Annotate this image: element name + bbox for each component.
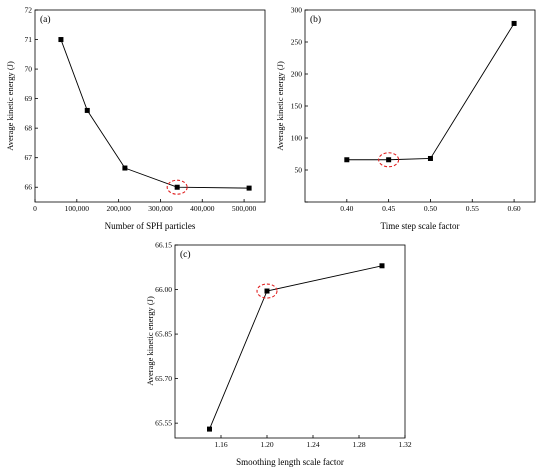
x-tick-label: 100,000 <box>65 204 90 213</box>
y-axis-label: Average kinetic energy (J) <box>5 61 15 151</box>
data-point <box>207 426 212 432</box>
x-tick-label: 0.60 <box>508 204 521 213</box>
panel-tag: (c) <box>180 249 191 260</box>
x-tick-label: 200,000 <box>106 204 131 213</box>
highlight-circle <box>256 283 278 299</box>
y-tick-label: 100 <box>291 134 303 143</box>
x-ticks: 0.40 0.45 0.50 0.55 0.60 <box>340 199 521 213</box>
y-axis-label: Average kinetic energy (J) <box>145 296 155 386</box>
x-tick-label: 0 <box>33 204 37 213</box>
x-tick-label: 1.20 <box>260 440 273 449</box>
plot-frame <box>174 244 406 439</box>
panel-tag: (a) <box>40 14 51 25</box>
x-tick-label: 1.24 <box>306 440 319 449</box>
x-axis-label: Time step scale factor <box>381 221 460 231</box>
plot-frame <box>304 9 536 203</box>
series-line <box>60 39 250 189</box>
y-tick-label: 50 <box>295 166 303 175</box>
data-point <box>174 184 180 190</box>
data-point <box>264 288 270 294</box>
y-tick-label: 66.00 <box>155 285 172 294</box>
series <box>344 20 517 168</box>
x-tick-label: 0.45 <box>382 204 395 213</box>
y-tick-label: 200 <box>291 70 303 79</box>
x-ticks: 0 100,000 200,000 300,000 400,000 500,000 <box>33 199 257 213</box>
data-point <box>84 107 90 113</box>
panel-b: (b) Time step scale factor Average kinet… <box>275 6 536 231</box>
y-tick-label: 67 <box>25 153 33 162</box>
y-tick-label: 66.15 <box>155 241 172 250</box>
x-tick-label: 1.32 <box>398 440 411 449</box>
series-line <box>209 265 383 430</box>
highlight-circle <box>378 152 400 168</box>
y-ticks: 65.55 65.70 65.85 66.00 66.15 <box>155 241 178 428</box>
x-tick-label: 500,000 <box>232 204 257 213</box>
x-tick-label: 0.55 <box>466 204 479 213</box>
y-tick-label: 72 <box>25 6 33 15</box>
y-tick-label: 71 <box>25 35 33 44</box>
y-tick-label: 250 <box>291 38 303 47</box>
y-tick-label: 65.55 <box>155 419 172 428</box>
y-tick-label: 70 <box>25 65 33 74</box>
highlight-circle <box>166 179 188 195</box>
x-tick-label: 300,000 <box>148 204 173 213</box>
data-point <box>379 263 385 269</box>
y-axis-label: Average kinetic energy (J) <box>275 61 285 151</box>
data-point <box>386 157 392 163</box>
y-tick-label: 300 <box>291 6 303 15</box>
x-tick-label: 400,000 <box>190 204 215 213</box>
panel-a: (a) Number of SPH particles Average kine… <box>5 6 266 231</box>
panel-tag: (b) <box>310 14 321 25</box>
series-line <box>346 23 515 161</box>
x-tick-label: 1.16 <box>214 440 227 449</box>
y-tick-label: 69 <box>25 94 33 103</box>
series <box>58 37 252 195</box>
y-ticks: 50 100 150 200 250 300 <box>291 6 308 203</box>
x-tick-label: 1.28 <box>352 440 365 449</box>
data-point <box>58 37 64 43</box>
series <box>207 263 385 432</box>
data-point <box>427 155 433 161</box>
x-tick-label: 0.40 <box>340 204 353 213</box>
x-axis-label: Smoothing length scale factor <box>236 457 344 467</box>
y-tick-label: 65.85 <box>155 330 172 339</box>
data-point <box>246 185 252 191</box>
y-tick-label: 150 <box>291 102 303 111</box>
x-tick-label: 0.50 <box>424 204 437 213</box>
panel-c: (c) Smoothing length scale factor Averag… <box>145 241 412 468</box>
data-point <box>122 165 128 171</box>
data-point <box>511 20 517 26</box>
y-ticks: 66 67 68 69 70 71 72 <box>25 6 38 192</box>
plot-frame <box>34 9 266 203</box>
y-tick-label: 68 <box>25 124 33 133</box>
data-point <box>344 157 350 163</box>
y-tick-label: 65.70 <box>155 374 172 383</box>
x-ticks: 1.16 1.20 1.24 1.28 1.32 <box>214 435 412 449</box>
x-axis-label: Number of SPH particles <box>105 221 196 231</box>
y-tick-label: 66 <box>25 183 33 192</box>
